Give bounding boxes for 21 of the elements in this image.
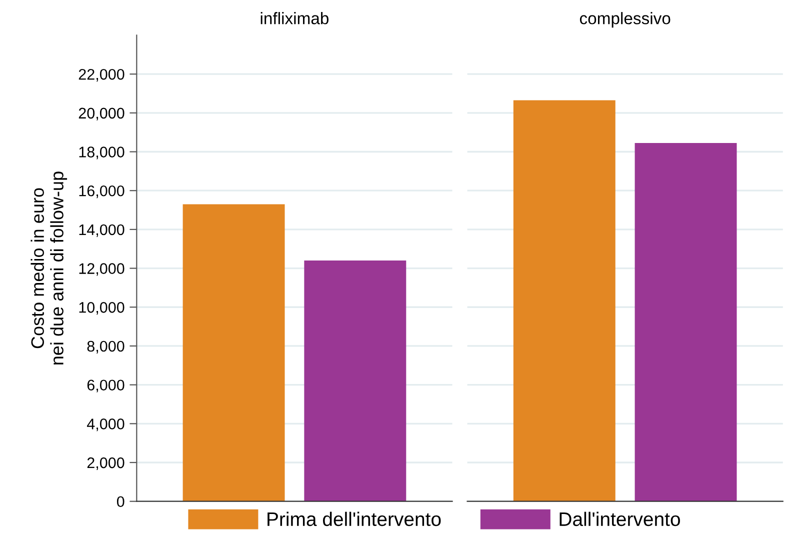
bar bbox=[513, 100, 616, 502]
y-tick-label: 18,000 bbox=[79, 146, 124, 160]
x-tick-label: complessivo bbox=[580, 12, 670, 28]
y-tick-label: 6,000 bbox=[87, 380, 124, 392]
y-tick-label: 20,000 bbox=[78, 108, 124, 120]
bar bbox=[304, 260, 406, 502]
y-tick-label: 10,000 bbox=[79, 302, 124, 315]
y-tick-label: 0 bbox=[116, 496, 124, 508]
legend-label: Prima dell'intervento bbox=[268, 512, 441, 526]
y-axis-title: Costo medio in euro nei due anni di follow-up bbox=[30, 172, 68, 364]
y-tick-label: 22,000 bbox=[78, 68, 124, 82]
y-tick-label: 8,000 bbox=[87, 340, 124, 354]
bar bbox=[634, 143, 737, 502]
bar bbox=[182, 204, 285, 502]
legend-label: Dall'intervento bbox=[560, 512, 680, 526]
y-tick-label: 12,000 bbox=[79, 263, 124, 276]
y-tick-label: 2,000 bbox=[87, 457, 124, 470]
x-tick-label: infliximab bbox=[260, 12, 329, 24]
y-tick-label: 14,000 bbox=[79, 224, 124, 237]
y-tick-label: 16,000 bbox=[79, 185, 124, 198]
y-tick-label: 4,000 bbox=[86, 418, 124, 432]
